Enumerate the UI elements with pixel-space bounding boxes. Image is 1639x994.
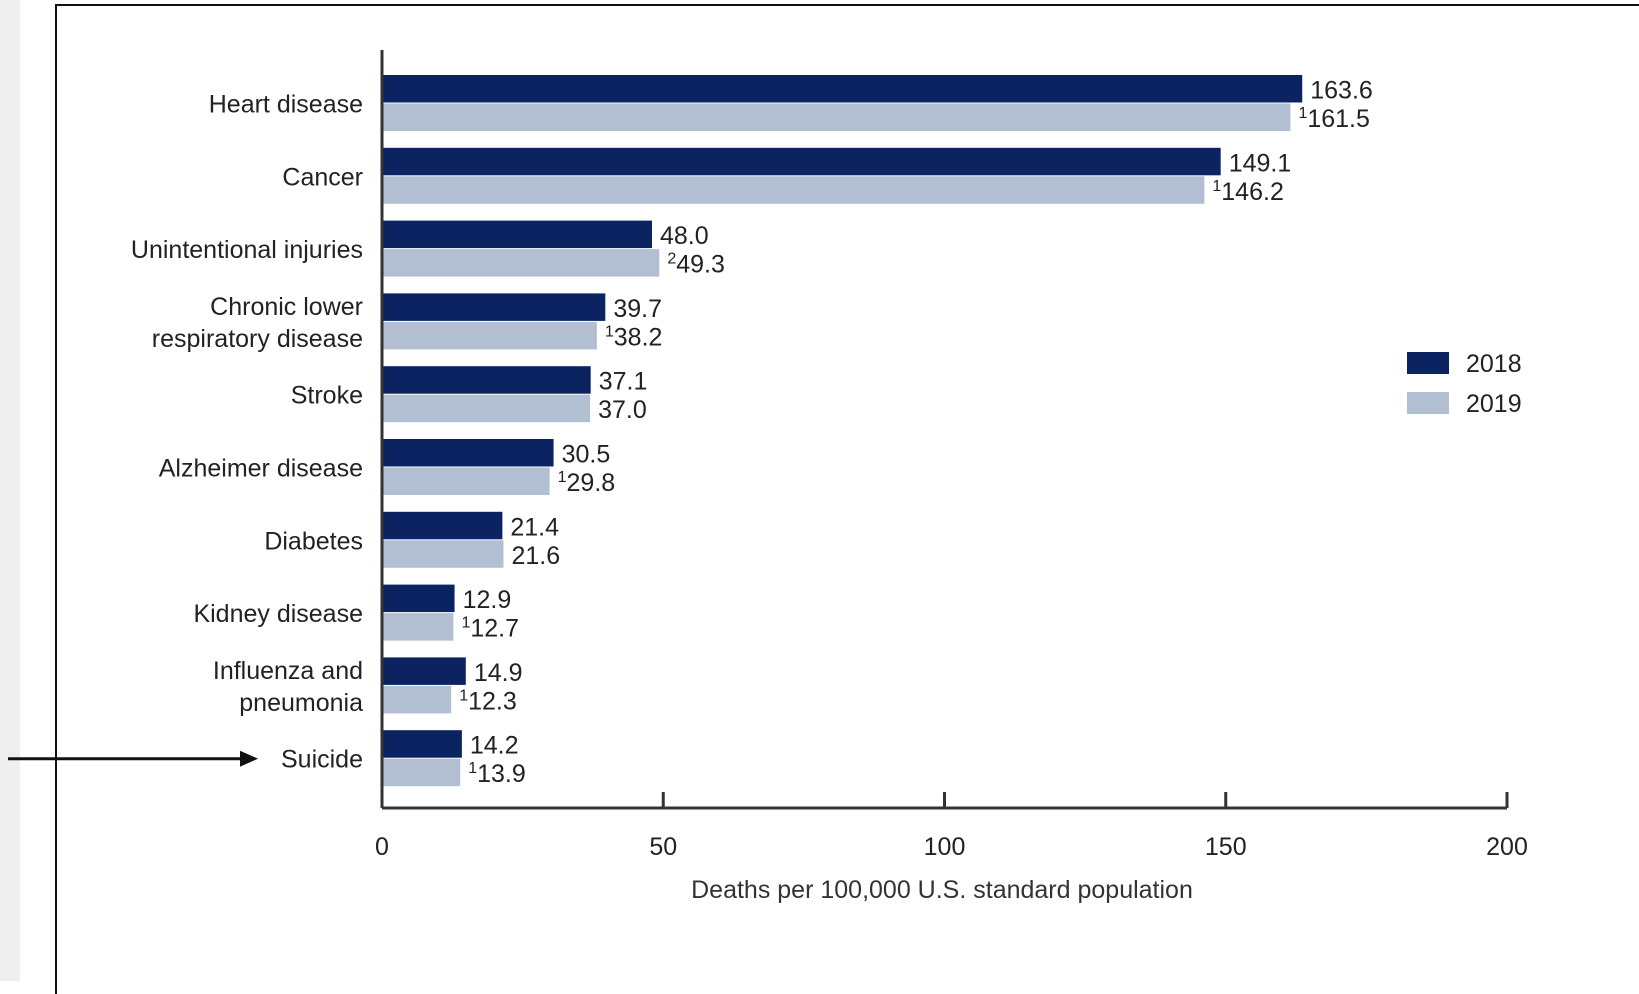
bar-2019-6	[382, 540, 504, 568]
footnote-marker: 2	[667, 251, 676, 268]
category-labels: Heart disease Cancer Unintentional injurie…	[131, 91, 363, 774]
bar-2019-8	[382, 685, 452, 714]
legend-swatch-2018	[1407, 352, 1449, 374]
annotation-group	[8, 750, 258, 767]
category-label-8-line-1: pneumonia	[239, 689, 363, 717]
x-axis-title: Deaths per 100,000 U.S. standard populat…	[691, 876, 1193, 904]
bar-2018-1	[382, 147, 1221, 176]
value-labels: 163.61161.5149.11146.248.0249.339.7138.2…	[459, 77, 1373, 789]
data-label-2019-0: 1161.5	[1298, 105, 1369, 133]
footnote-marker: 1	[1212, 178, 1221, 195]
bar-2019-0	[382, 103, 1291, 131]
bars-group	[382, 75, 1303, 787]
bar-2018-6	[382, 511, 503, 540]
left-margin-strip	[0, 0, 20, 981]
data-value: 12.7	[470, 615, 519, 643]
footnote-marker: 1	[468, 760, 477, 777]
x-tick-label-100: 100	[924, 833, 966, 861]
data-value: 38.2	[614, 323, 663, 351]
data-label-2018-8: 14.9	[474, 659, 523, 687]
bar-2018-7	[382, 584, 455, 613]
bar-2018-3	[382, 293, 606, 321]
x-tick-label-0: 0	[375, 833, 389, 861]
data-label-2018-5: 30.5	[562, 441, 611, 469]
data-label-2019-1: 1146.2	[1212, 178, 1283, 206]
category-label-3-line-1: respiratory disease	[152, 325, 363, 353]
category-label-3-line-0: Chronic lower	[210, 293, 363, 321]
figure-frame	[55, 4, 1639, 994]
arrow-head-icon	[240, 750, 258, 767]
bar-2018-0	[382, 75, 1303, 103]
data-label-2018-3: 39.7	[613, 295, 662, 323]
data-label-2019-7: 112.7	[461, 615, 519, 643]
category-label-5: Alzheimer disease	[159, 455, 363, 483]
footnote-marker: 1	[459, 687, 468, 704]
bar-2018-5	[382, 439, 554, 467]
data-value: 13.9	[477, 760, 526, 788]
data-value: 29.8	[567, 469, 616, 497]
data-label-2018-0: 163.6	[1310, 77, 1373, 105]
bar-2019-1	[382, 176, 1205, 204]
bar-2018-2	[382, 220, 652, 249]
x-tick-label-50: 50	[649, 833, 677, 861]
data-label-2019-5: 129.8	[558, 469, 616, 497]
legend-swatch-2019	[1407, 392, 1449, 414]
legend-label-2018: 2018	[1466, 350, 1522, 378]
data-label-2018-2: 48.0	[660, 222, 709, 250]
footnote-marker: 1	[461, 615, 470, 632]
category-label-2: Unintentional injuries	[131, 236, 363, 264]
bar-2018-9	[382, 730, 462, 758]
bar-2019-7	[382, 613, 454, 641]
bar-2019-4	[382, 394, 591, 423]
data-label-2019-8: 112.3	[459, 687, 517, 715]
x-tick-label-150: 150	[1205, 833, 1247, 861]
data-value: 49.3	[676, 251, 725, 279]
data-label-2019-2: 249.3	[667, 251, 725, 279]
axes-group: 0 50 100 150 200 Deaths per 100,000 U.S. stan…	[375, 50, 1528, 904]
footnote-marker: 1	[558, 469, 567, 486]
category-label-4: Stroke	[291, 382, 363, 410]
data-value: 146.2	[1221, 178, 1284, 206]
bar-2019-9	[382, 758, 461, 787]
legend-label-2019: 2019	[1466, 390, 1522, 418]
footnote-marker: 1	[1298, 105, 1307, 122]
data-label-2019-3: 138.2	[605, 323, 663, 351]
category-label-1: Cancer	[282, 163, 363, 191]
data-label-2019-9: 113.9	[468, 760, 526, 788]
data-value: 161.5	[1307, 105, 1370, 133]
data-label-2018-9: 14.2	[470, 732, 519, 760]
bar-2019-5	[382, 467, 550, 495]
data-label-2018-6: 21.4	[510, 513, 559, 541]
footnote-marker: 1	[605, 323, 614, 340]
data-label-2019-4: 37.0	[598, 396, 647, 424]
x-tick-label-200: 200	[1486, 833, 1528, 861]
data-label-2018-4: 37.1	[599, 368, 648, 396]
data-label-2019-6: 21.6	[512, 542, 561, 570]
data-label-2018-7: 12.9	[463, 586, 512, 614]
legend: 2018 2019	[1407, 350, 1522, 418]
category-label-8-line-0: Influenza and	[213, 657, 363, 685]
data-label-2018-1: 149.1	[1229, 149, 1292, 177]
bar-2018-8	[382, 657, 466, 685]
data-value: 12.3	[468, 687, 517, 715]
bar-2018-4	[382, 366, 591, 394]
category-label-6: Diabetes	[264, 527, 363, 555]
bar-2019-2	[382, 249, 660, 277]
category-label-0: Heart disease	[209, 91, 363, 119]
category-label-7: Kidney disease	[193, 600, 363, 628]
bar-2019-3	[382, 321, 597, 350]
category-label-9: Suicide	[281, 746, 363, 774]
